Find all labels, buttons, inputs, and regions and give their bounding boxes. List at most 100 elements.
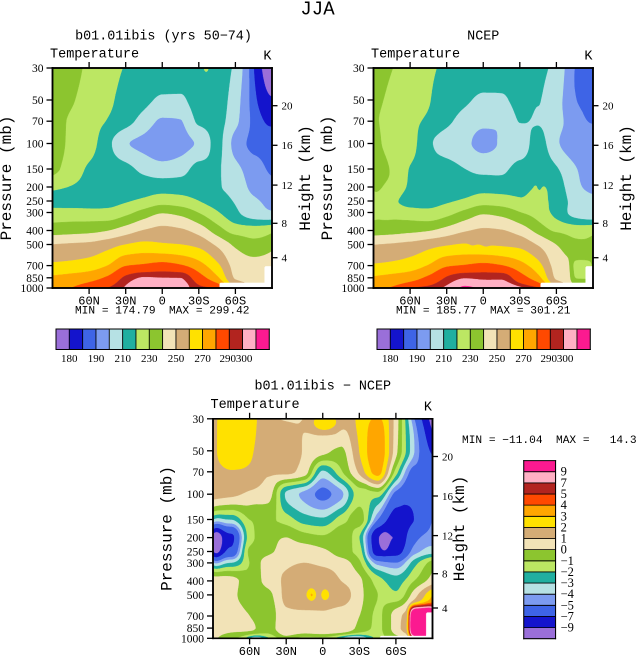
svg-text:JJA: JJA — [300, 0, 335, 21]
svg-text:2: 2 — [561, 520, 567, 534]
svg-text:230: 230 — [462, 353, 479, 365]
svg-text:300: 300 — [187, 558, 205, 570]
svg-text:8: 8 — [282, 218, 288, 230]
svg-text:250: 250 — [347, 196, 365, 208]
svg-text:250: 250 — [168, 353, 185, 365]
svg-text:30S: 30S — [348, 645, 370, 659]
svg-text:K: K — [424, 401, 433, 416]
svg-text:3: 3 — [561, 509, 567, 523]
svg-text:MIN = −11.04 MAX = 14.36: MIN = −11.04 MAX = 14.36 — [462, 435, 636, 447]
svg-text:70: 70 — [193, 467, 205, 479]
svg-text:500: 500 — [187, 590, 205, 602]
svg-text:12: 12 — [603, 180, 614, 192]
svg-text:Temperature: Temperature — [211, 398, 300, 413]
svg-text:20: 20 — [603, 101, 615, 113]
svg-text:K: K — [584, 50, 593, 65]
svg-text:270: 270 — [194, 353, 211, 365]
svg-text:5: 5 — [561, 487, 567, 501]
svg-text:100: 100 — [26, 139, 44, 151]
svg-text:30N: 30N — [115, 295, 137, 309]
svg-text:200: 200 — [347, 182, 365, 194]
svg-text:Temperature: Temperature — [371, 48, 460, 63]
svg-text:290: 290 — [541, 353, 558, 365]
svg-text:4: 4 — [442, 603, 448, 615]
svg-text:0: 0 — [480, 295, 487, 309]
svg-text:150: 150 — [26, 164, 44, 176]
svg-text:60N: 60N — [239, 645, 261, 659]
svg-text:30N: 30N — [275, 645, 297, 659]
svg-text:Pressure (mb): Pressure (mb) — [319, 116, 337, 241]
svg-text:700: 700 — [187, 611, 205, 623]
svg-text:0: 0 — [561, 543, 567, 557]
svg-text:Height (km): Height (km) — [297, 125, 315, 231]
svg-text:100: 100 — [347, 139, 365, 151]
svg-text:850: 850 — [347, 273, 365, 285]
svg-text:30: 30 — [193, 414, 205, 426]
svg-text:Pressure (mb): Pressure (mb) — [159, 466, 177, 591]
svg-text:NCEP: NCEP — [467, 30, 499, 45]
svg-text:1: 1 — [561, 532, 567, 546]
svg-text:200: 200 — [187, 533, 205, 545]
svg-text:20: 20 — [442, 451, 454, 463]
svg-text:MIN = 185.77 MAX = 301.21: MIN = 185.77 MAX = 301.21 — [396, 306, 571, 318]
svg-text:190: 190 — [88, 353, 105, 365]
svg-text:8: 8 — [442, 569, 448, 581]
svg-text:b01.01ibis − NCEP: b01.01ibis − NCEP — [254, 380, 391, 395]
svg-text:b01.01ibis (yrs 50−74): b01.01ibis (yrs 50−74) — [75, 30, 252, 45]
svg-text:190: 190 — [409, 353, 426, 365]
svg-text:290: 290 — [220, 353, 237, 365]
svg-text:−1: −1 — [561, 554, 574, 568]
svg-text:16: 16 — [442, 491, 454, 503]
svg-text:Height (km): Height (km) — [451, 476, 469, 582]
svg-text:200: 200 — [26, 182, 44, 194]
svg-text:300: 300 — [347, 208, 365, 220]
svg-text:210: 210 — [435, 353, 452, 365]
svg-text:20: 20 — [282, 101, 294, 113]
svg-text:50: 50 — [32, 95, 44, 107]
svg-text:4: 4 — [561, 498, 568, 512]
svg-text:0: 0 — [159, 295, 166, 309]
svg-text:230: 230 — [141, 353, 158, 365]
svg-text:500: 500 — [26, 240, 44, 252]
svg-text:0: 0 — [319, 645, 326, 659]
svg-text:30S: 30S — [509, 295, 531, 309]
svg-text:700: 700 — [26, 261, 44, 273]
svg-text:700: 700 — [347, 261, 365, 273]
svg-text:Pressure (mb): Pressure (mb) — [0, 116, 16, 241]
svg-text:Height (km): Height (km) — [618, 125, 636, 231]
svg-text:150: 150 — [187, 515, 205, 527]
svg-text:400: 400 — [26, 226, 44, 238]
svg-text:100: 100 — [187, 489, 205, 501]
svg-text:60S: 60S — [385, 645, 407, 659]
svg-text:7: 7 — [561, 476, 567, 490]
svg-text:−4: −4 — [561, 587, 575, 601]
svg-text:850: 850 — [187, 623, 205, 635]
svg-text:30: 30 — [32, 63, 44, 75]
svg-text:MIN = 174.79 MAX = 299.42: MIN = 174.79 MAX = 299.42 — [75, 306, 250, 318]
svg-text:1000: 1000 — [181, 633, 204, 645]
svg-text:850: 850 — [26, 273, 44, 285]
svg-text:180: 180 — [382, 353, 399, 365]
svg-text:300: 300 — [557, 353, 574, 365]
svg-text:8: 8 — [603, 218, 609, 230]
svg-text:−7: −7 — [561, 609, 574, 623]
svg-text:270: 270 — [515, 353, 532, 365]
svg-text:1000: 1000 — [21, 283, 44, 295]
svg-text:30: 30 — [353, 63, 365, 75]
svg-text:400: 400 — [347, 226, 365, 238]
svg-text:250: 250 — [187, 547, 205, 559]
svg-text:K: K — [263, 50, 272, 65]
svg-text:4: 4 — [282, 253, 288, 265]
svg-text:−9: −9 — [561, 621, 574, 635]
svg-text:60S: 60S — [225, 295, 247, 309]
svg-text:12: 12 — [282, 180, 293, 192]
svg-text:−2: −2 — [561, 565, 574, 579]
svg-text:−5: −5 — [561, 598, 574, 612]
svg-text:250: 250 — [26, 196, 44, 208]
svg-text:60N: 60N — [78, 295, 100, 309]
svg-text:300: 300 — [236, 353, 253, 365]
svg-text:12: 12 — [442, 531, 453, 543]
svg-text:210: 210 — [114, 353, 131, 365]
svg-text:1000: 1000 — [342, 283, 365, 295]
svg-text:500: 500 — [347, 240, 365, 252]
